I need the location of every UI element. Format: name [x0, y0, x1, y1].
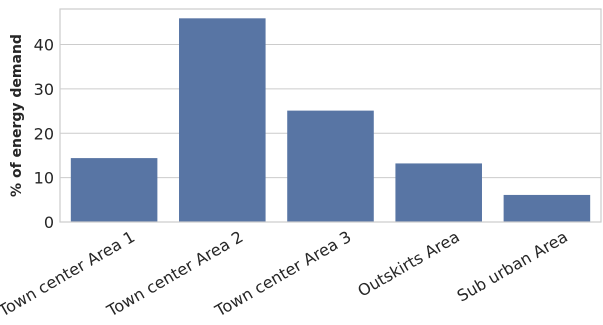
plot-frame	[59, 8, 602, 223]
y-tick-label: 40	[34, 36, 54, 55]
y-axis-label: % of energy demand	[9, 34, 25, 197]
x-tick-label: Sub urban Area	[454, 227, 571, 306]
y-tick-label: 0	[44, 213, 54, 232]
y-tick-label: 20	[34, 124, 54, 143]
bar	[287, 110, 374, 222]
y-tick-labels: 0 10 20 30 40	[34, 36, 54, 233]
y-tick-label: 30	[34, 80, 54, 99]
bar	[395, 163, 482, 222]
bar	[179, 18, 266, 222]
bar	[503, 194, 591, 222]
bars	[70, 18, 591, 222]
bar	[70, 158, 158, 222]
y-tick-label: 10	[34, 169, 54, 188]
x-tick-label: Outskirts Area	[354, 227, 462, 301]
